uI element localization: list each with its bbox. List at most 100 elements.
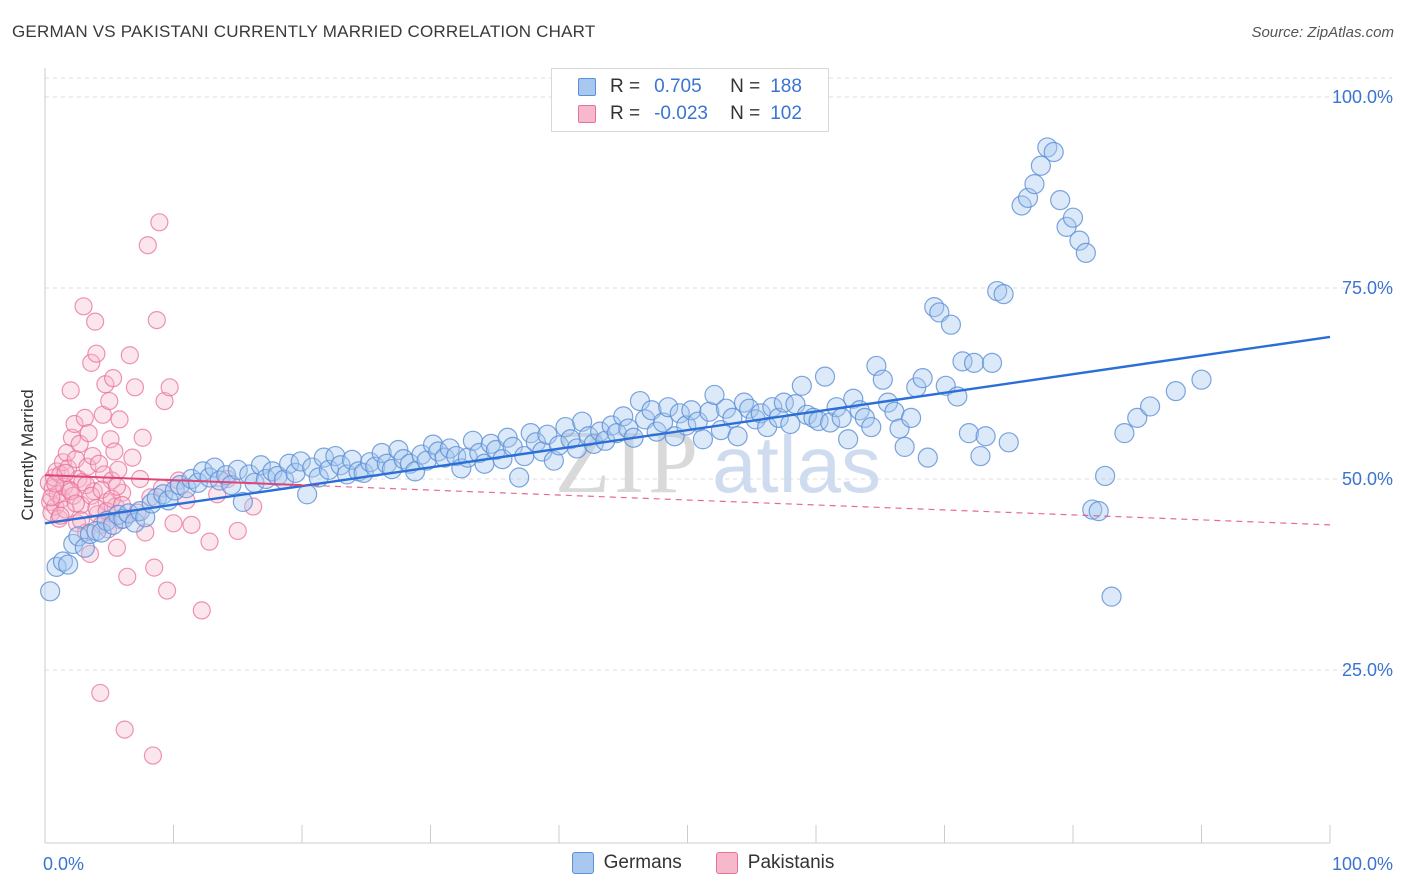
bottom-legend-label-germans: Germans: [603, 852, 682, 873]
axes: [44, 68, 1331, 844]
pakistani-point: [61, 381, 80, 400]
german-point: [831, 407, 852, 428]
german-point: [739, 398, 760, 419]
german-point: [669, 403, 690, 424]
pakistani-point: [42, 488, 61, 507]
legend-r-value-pakistanis: -0.023: [654, 103, 708, 124]
watermark: ZIP atlas: [555, 413, 881, 512]
german-point: [297, 484, 318, 505]
pakistani-point: [75, 408, 94, 427]
pakistani-point: [115, 720, 134, 739]
german-point: [232, 491, 253, 513]
legend-n-value-pakistanis: 102: [770, 103, 802, 124]
german-point: [1088, 500, 1109, 522]
german-point: [963, 352, 985, 373]
german-point: [40, 581, 61, 602]
pakistani-point: [104, 369, 123, 388]
legend-row-germans: R = 0.705 N = 188: [578, 74, 802, 100]
pakistani-point: [164, 514, 183, 533]
pakistani-point: [145, 558, 164, 577]
german-point: [929, 302, 950, 323]
german-point: [342, 449, 363, 470]
german-point: [1069, 230, 1090, 251]
german-point: [704, 384, 725, 406]
pakistani-point: [65, 414, 84, 434]
german-point: [209, 470, 230, 491]
german-point: [894, 436, 915, 458]
pakistani-point: [74, 297, 93, 316]
german-point: [861, 416, 882, 438]
german-point: [422, 434, 444, 455]
y-axis-label: Currently Married: [18, 389, 37, 520]
legend-r-label: R =: [610, 103, 641, 124]
german-point: [124, 512, 146, 533]
german-point: [912, 368, 933, 389]
pakistani-point: [92, 480, 111, 499]
legend-swatch-pakistanis: [578, 105, 596, 123]
pakistani-point: [123, 448, 142, 467]
tick-labels: 25.0% 50.0% 75.0% 100.0% 0.0% 100.0%: [43, 87, 1393, 874]
pakistani-point: [147, 310, 166, 330]
y-tick-label-50: 50.0%: [1342, 469, 1393, 489]
german-point: [958, 423, 980, 444]
german-point: [838, 429, 859, 450]
x-tick-label-0: 0.0%: [43, 854, 84, 874]
x-tick-label-100: 100.0%: [1332, 854, 1393, 874]
pakistani-point: [87, 344, 106, 363]
german-point: [981, 352, 1003, 373]
german-point: [970, 445, 991, 467]
german-point: [290, 451, 311, 472]
german-point: [58, 554, 79, 575]
bottom-legend-label-pakistanis: Pakistanis: [747, 852, 835, 873]
pakistani-point: [182, 515, 201, 534]
german-point: [814, 366, 836, 387]
german-point: [872, 369, 893, 390]
pakistani-point: [200, 532, 219, 551]
german-point: [103, 514, 124, 535]
german-point: [181, 468, 202, 490]
pakistani-point: [143, 746, 163, 765]
german-point: [590, 421, 611, 442]
pakistanis-points: [39, 213, 263, 765]
pakistani-point: [82, 353, 101, 372]
pakistani-point: [118, 567, 137, 586]
legend-row-pakistanis: R = -0.023 N = 102: [578, 101, 802, 127]
german-point: [520, 423, 541, 444]
pakistani-point: [100, 391, 119, 411]
german-point: [497, 427, 518, 448]
pakistani-point: [107, 477, 127, 496]
legend: R = 0.705 N = 188 R = -0.023 N = 102: [551, 68, 829, 132]
german-point: [371, 442, 392, 464]
german-point: [727, 426, 748, 447]
pakistani-point: [91, 683, 110, 703]
source-label: Source: ZipAtlas.com: [1251, 24, 1394, 41]
bottom-legend-swatch-germans: [571, 852, 594, 874]
pakistani-point: [150, 213, 169, 232]
pakistani-point: [138, 236, 157, 255]
y-tick-label-75: 75.0%: [1342, 278, 1393, 298]
german-point: [302, 457, 323, 478]
bottom-legend-germans[interactable]: Germans: [571, 852, 682, 874]
germans-points: [40, 137, 1212, 607]
pakistani-point: [120, 346, 139, 365]
pakistani-point: [133, 428, 152, 447]
german-point: [509, 467, 530, 488]
german-point: [1050, 190, 1071, 211]
german-point: [658, 397, 679, 418]
chart-title: GERMAN VS PAKISTANI CURRENTLY MARRIED CO…: [12, 22, 596, 41]
german-point: [216, 465, 237, 486]
pakistani-point: [109, 460, 128, 479]
german-point: [1024, 173, 1045, 195]
german-point: [176, 478, 197, 499]
german-point: [1082, 499, 1103, 520]
german-point: [699, 401, 720, 422]
german-point: [681, 400, 702, 421]
pakistani-point: [78, 457, 97, 476]
bottom-legend-pakistanis[interactable]: Pakistanis: [715, 852, 835, 874]
german-point: [641, 400, 662, 421]
pakistani-point: [107, 538, 127, 557]
pakistani-point: [79, 424, 98, 443]
pakistani-point: [56, 463, 75, 482]
german-point: [993, 284, 1014, 305]
